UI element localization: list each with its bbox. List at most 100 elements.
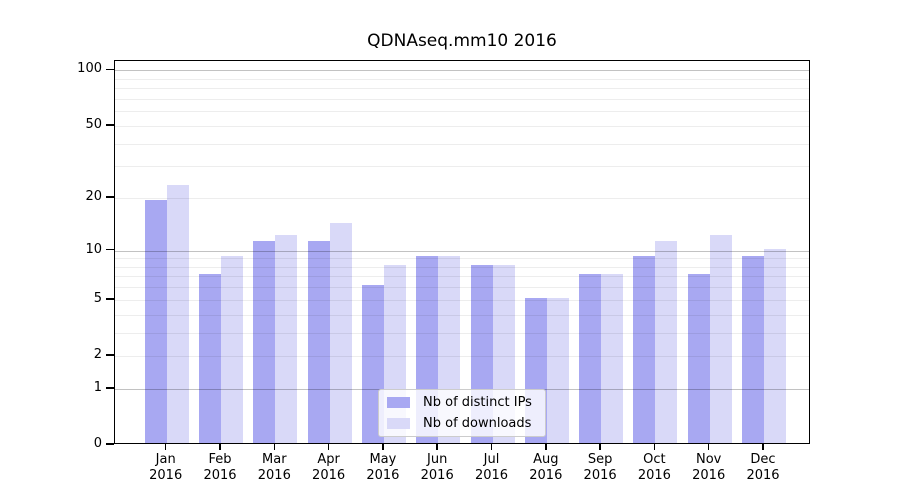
year-line: 2016 bbox=[420, 468, 454, 483]
x-tick-label-may: May 2016 bbox=[353, 452, 413, 484]
gridline-10 bbox=[115, 250, 809, 252]
bar-downloads bbox=[764, 248, 786, 443]
month-line: Sep bbox=[587, 452, 613, 467]
x-tick-mark-jan bbox=[164, 444, 167, 450]
y-tick-mark-100 bbox=[106, 68, 114, 71]
y-tick-label-20: 20 bbox=[85, 188, 102, 204]
year-line: 2016 bbox=[637, 468, 671, 483]
legend: Nb of distinct IPs Nb of downloads bbox=[378, 389, 546, 437]
month-line: May bbox=[369, 452, 397, 467]
gridline-100 bbox=[115, 70, 809, 72]
y-tick-mark-2 bbox=[106, 354, 114, 356]
month-line: Mar bbox=[262, 452, 287, 467]
x-tick-label-dec: Dec 2016 bbox=[733, 452, 793, 484]
y-tick-label-5: 5 bbox=[93, 290, 102, 306]
bar-downloads bbox=[709, 234, 732, 443]
year-line: 2016 bbox=[583, 468, 617, 483]
month-line: Aug bbox=[533, 452, 559, 467]
bar-distinct-ips bbox=[253, 241, 276, 443]
gridline-9 bbox=[115, 258, 809, 260]
gridline-30 bbox=[115, 166, 809, 168]
gridline-50 bbox=[115, 125, 809, 127]
year-line: 2016 bbox=[692, 468, 726, 483]
gridline-70 bbox=[115, 98, 809, 100]
month-line: Jul bbox=[483, 452, 500, 467]
bar-downloads bbox=[655, 241, 678, 443]
x-tick-mark-jun bbox=[436, 444, 438, 450]
y-tick-label-1: 1 bbox=[93, 380, 102, 396]
bar-downloads bbox=[275, 234, 298, 443]
legend-label-distinct-ips: Nb of distinct IPs bbox=[423, 395, 532, 411]
legend-swatch-downloads bbox=[387, 417, 410, 429]
legend-label-downloads: Nb of downloads bbox=[423, 415, 532, 431]
gridline-7 bbox=[115, 276, 809, 278]
x-tick-label-mar: Mar 2016 bbox=[244, 452, 304, 484]
legend-swatch-distinct-ips bbox=[387, 397, 410, 409]
y-tick-mark-5 bbox=[106, 298, 114, 300]
year-line: 2016 bbox=[203, 468, 237, 483]
y-tick-mark-0 bbox=[106, 443, 114, 445]
y-tick-mark-50 bbox=[106, 124, 114, 126]
x-tick-mark-feb bbox=[219, 444, 221, 450]
legend-item-downloads: Nb of downloads bbox=[387, 415, 537, 433]
x-tick-label-feb: Feb 2016 bbox=[190, 452, 250, 484]
bar-distinct-ips bbox=[307, 241, 330, 443]
gridline-3 bbox=[115, 332, 809, 334]
y-tick-label-100: 100 bbox=[77, 61, 102, 77]
bar-distinct-ips bbox=[144, 199, 167, 443]
year-line: 2016 bbox=[257, 468, 291, 483]
month-line: Apr bbox=[317, 452, 340, 467]
x-tick-mark-may bbox=[382, 444, 384, 450]
gridline-60 bbox=[115, 111, 809, 113]
legend-item-distinct-ips: Nb of distinct IPs bbox=[387, 394, 537, 412]
bar-downloads bbox=[546, 297, 569, 443]
bar-distinct-ips bbox=[633, 256, 656, 443]
month-line: Feb bbox=[208, 452, 232, 467]
x-tick-mark-oct bbox=[653, 444, 656, 450]
y-tick-label-10: 10 bbox=[85, 241, 102, 257]
gridline-2 bbox=[115, 356, 809, 358]
x-tick-label-aug: Aug 2016 bbox=[516, 452, 576, 484]
month-line: Jun bbox=[427, 452, 448, 467]
month-line: Dec bbox=[750, 452, 776, 467]
bar-downloads bbox=[166, 185, 189, 443]
year-line: 2016 bbox=[366, 468, 400, 483]
year-line: 2016 bbox=[529, 468, 563, 483]
x-tick-mark-jul bbox=[490, 444, 493, 450]
y-tick-label-50: 50 bbox=[85, 116, 102, 132]
gridline-40 bbox=[115, 143, 809, 145]
plot-area bbox=[114, 60, 810, 444]
gridline-8 bbox=[115, 266, 809, 268]
x-tick-label-oct: Oct 2016 bbox=[624, 452, 684, 484]
x-tick-label-jan: Jan 2016 bbox=[136, 452, 196, 484]
x-tick-label-apr: Apr 2016 bbox=[299, 452, 359, 484]
gridline-80 bbox=[115, 88, 809, 90]
y-tick-mark-20 bbox=[106, 196, 114, 198]
gridline-4 bbox=[115, 314, 809, 316]
y-tick-mark-10 bbox=[106, 248, 114, 251]
x-tick-label-jul: Jul 2016 bbox=[462, 452, 522, 484]
month-line: Jan bbox=[155, 452, 176, 467]
gridline-5 bbox=[115, 299, 809, 301]
month-line: Nov bbox=[696, 452, 722, 467]
x-tick-mark-mar bbox=[273, 444, 276, 450]
y-tick-label-2: 2 bbox=[93, 347, 102, 363]
bar-downloads bbox=[221, 256, 243, 443]
x-tick-mark-apr bbox=[327, 444, 330, 450]
month-line: Oct bbox=[643, 452, 666, 467]
y-tick-mark-1 bbox=[106, 387, 114, 389]
gridline-90 bbox=[115, 78, 809, 80]
x-tick-label-nov: Nov 2016 bbox=[679, 452, 739, 484]
year-line: 2016 bbox=[312, 468, 346, 483]
chart-title: QDNAseq.mm10 2016 bbox=[367, 31, 557, 51]
x-tick-mark-nov bbox=[707, 444, 710, 450]
gridline-20 bbox=[115, 197, 809, 199]
year-line: 2016 bbox=[474, 468, 509, 483]
bar-distinct-ips bbox=[579, 274, 602, 443]
x-tick-label-jun: Jun 2016 bbox=[407, 452, 467, 484]
bar-downloads bbox=[601, 274, 624, 443]
year-line: 2016 bbox=[746, 468, 780, 483]
x-tick-mark-sep bbox=[599, 444, 601, 450]
x-tick-mark-aug bbox=[545, 444, 547, 450]
